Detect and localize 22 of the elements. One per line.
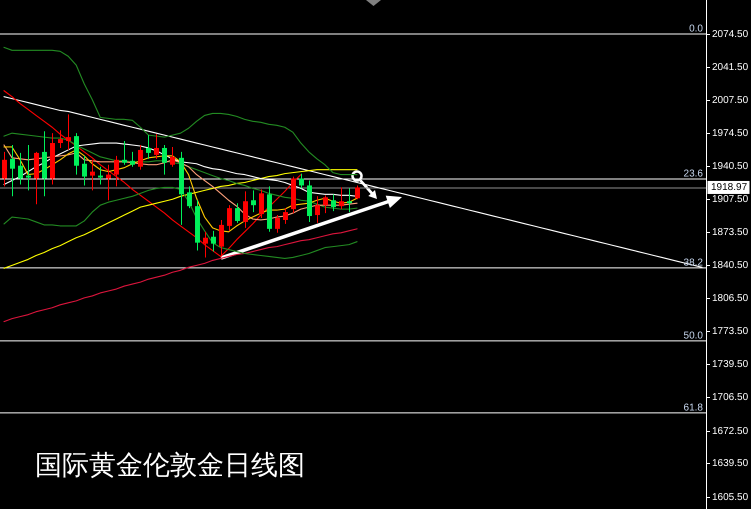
y-tick-label: 1873.50 <box>712 227 749 238</box>
y-tick-label: 1706.50 <box>712 392 749 403</box>
ref-line-label: 1918.97 <box>711 182 748 193</box>
y-tick-label: 1974.50 <box>712 128 749 139</box>
y-tick-label: 1806.50 <box>712 293 749 304</box>
y-tick-label: 1940.50 <box>712 161 749 172</box>
annotation: 0.0 <box>689 24 703 35</box>
y-tick-label: 1739.50 <box>712 359 749 370</box>
annotation: 61.8 <box>684 402 703 414</box>
y-tick-label: 1605.50 <box>712 492 749 503</box>
y-tick-label: 1672.50 <box>712 426 749 437</box>
y-tick-label: 2007.50 <box>712 95 749 106</box>
y-tick-label: 1840.50 <box>712 260 749 271</box>
title: 国际黄金伦敦金日线图 <box>35 450 305 481</box>
y-tick-label: 2074.50 <box>712 29 749 40</box>
annotation: 50.0 <box>684 330 703 342</box>
y-tick-label: 1907.50 <box>712 194 749 205</box>
price-tag: 1918.97 <box>708 180 750 194</box>
y-tick-label: 2041.50 <box>712 62 749 73</box>
y-tick-label: 1773.50 <box>712 326 749 337</box>
annotation: 23.6 <box>684 168 703 180</box>
y-tick-label: 1639.50 <box>712 458 749 469</box>
